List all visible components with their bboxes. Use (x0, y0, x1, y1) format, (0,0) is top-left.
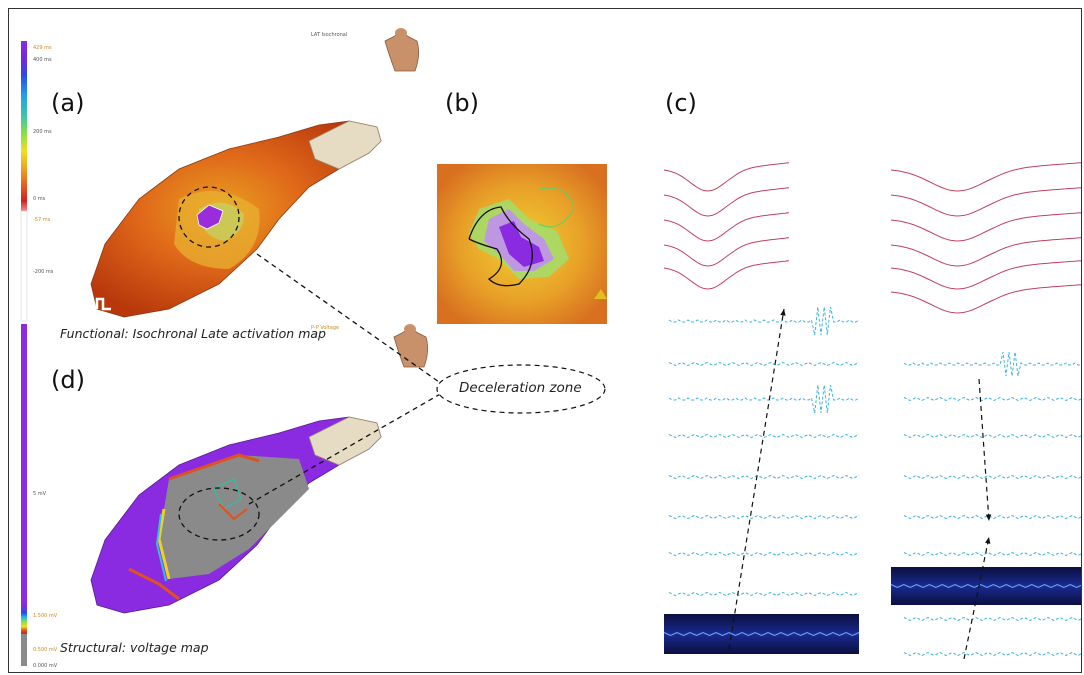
electrogram-trace (663, 187, 790, 217)
torso-icon (393, 324, 428, 368)
electrogram-trace (668, 591, 860, 597)
electrogram-trace (903, 651, 1081, 657)
electrogram-trace (903, 396, 1081, 402)
electrogram-trace (890, 260, 1081, 290)
caption-a: Functional: Isochronal Late activation m… (60, 326, 326, 341)
lat-map-title: LAT Isochronal (311, 32, 348, 38)
lat-color-scale (20, 41, 28, 322)
voltage-map-title: P-P Voltage (311, 325, 340, 331)
voltage-map-heart (90, 416, 382, 614)
arrow-head (780, 309, 786, 316)
lat-scale-label: -200 ms (33, 269, 54, 275)
torso-icon (384, 28, 419, 72)
electrogram-trace (890, 583, 1081, 589)
voltage-color-scale (21, 324, 27, 666)
electrogram-trace (668, 474, 860, 480)
arrow-head (985, 514, 992, 521)
electrogram-trace (903, 514, 1081, 520)
propagation-arrow (728, 308, 785, 650)
propagation-arrow (978, 378, 990, 522)
callout-text: Deceleration zone (459, 380, 582, 396)
electrogram-trace (903, 551, 1081, 557)
electrogram-panel (663, 162, 1081, 660)
electrogram-trace (663, 237, 790, 267)
lat-scale-label: 429 ms (33, 45, 52, 51)
figure-canvas (20, 28, 1081, 666)
callout-ellipse (436, 364, 606, 414)
electrogram-trace (663, 631, 860, 637)
lat-scale-label: -57 ms (33, 217, 51, 223)
voltage-scale-label: 5 mV (33, 491, 47, 497)
panel-label-a: (a) (51, 89, 85, 117)
electrogram-trace (668, 361, 860, 367)
zoomed-map (437, 164, 607, 324)
reference-strip (664, 614, 859, 654)
electrogram-trace (903, 351, 1081, 377)
electrogram-trace (668, 433, 860, 439)
electrogram-trace (903, 474, 1081, 480)
connector-lines (248, 253, 450, 505)
voltage-scale-label: 1.500 mV (33, 613, 58, 619)
electrogram-trace (903, 433, 1081, 439)
electrogram-trace (663, 212, 790, 242)
panel-label-b: (b) (445, 89, 479, 117)
electrogram-trace (903, 616, 1081, 622)
electrogram-trace (668, 551, 860, 557)
reference-strip (891, 567, 1081, 605)
electrogram-trace (890, 212, 1081, 242)
electrogram-trace (668, 306, 860, 336)
arrow-head (985, 537, 991, 544)
propagation-arrow (963, 536, 990, 660)
lat-scale-label: 0 ms (33, 196, 46, 202)
electrogram-trace (890, 162, 1081, 192)
caption-d: Structural: voltage map (60, 640, 209, 655)
activation-map-heart (90, 120, 382, 318)
figure-frame: (a) (b) (c) (d) Functional: Isochronal L… (8, 8, 1082, 673)
lat-scale-label: 400 ms (33, 57, 52, 63)
electrogram-trace (663, 162, 790, 192)
panel-label-c: (c) (665, 89, 697, 117)
voltage-scale-label: 0.000 mV (33, 663, 58, 669)
panel-label-d: (d) (51, 366, 85, 394)
electrogram-trace (890, 187, 1081, 217)
electrogram-trace (890, 284, 1081, 314)
electrogram-trace (663, 260, 790, 290)
voltage-scale-label: 0.500 mV (33, 647, 58, 653)
lat-scale-label: 200 ms (33, 129, 52, 135)
electrogram-trace (668, 384, 860, 414)
electrogram-trace (668, 514, 860, 520)
electrogram-trace (890, 237, 1081, 267)
